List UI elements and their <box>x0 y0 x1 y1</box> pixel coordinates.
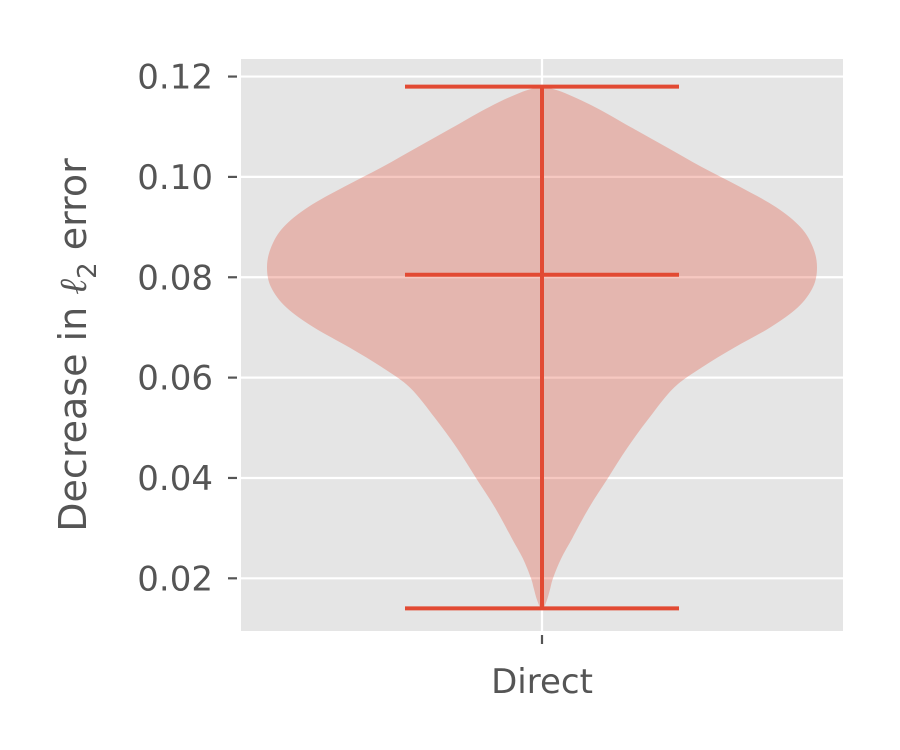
x-axis: Direct <box>491 635 593 702</box>
x-tick-label: Direct <box>491 662 593 702</box>
y-tick-label: 0.02 <box>137 559 213 599</box>
y-tick-label: 0.08 <box>137 258 213 298</box>
y-axis-label-subscript: 2 <box>73 262 103 279</box>
y-axis-label: Decrease in ℓ2 error <box>51 158 103 532</box>
y-tick-label: 0.06 <box>137 359 213 399</box>
ell-symbol: ℓ <box>51 279 95 295</box>
violin-bodies <box>267 84 817 611</box>
y-tick-label: 0.10 <box>137 158 213 198</box>
y-tick-label: 0.12 <box>137 58 213 98</box>
y-tick-label: 0.04 <box>137 459 213 499</box>
y-axis: 0.02 0.04 0.06 0.08 0.10 0.12 <box>137 58 237 599</box>
y-axis-label-prefix: Decrease in <box>51 295 95 532</box>
y-axis-label-suffix: error <box>51 158 95 262</box>
